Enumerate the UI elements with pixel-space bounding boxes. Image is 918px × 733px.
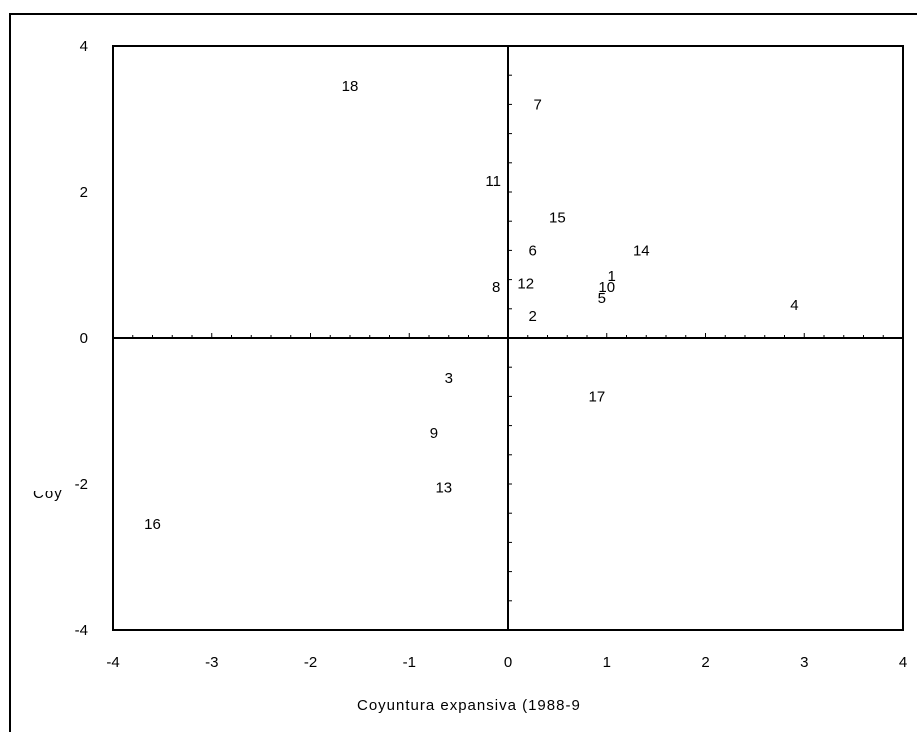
y-tick-labels: 4 2 0 -2 -4: [75, 38, 88, 639]
chart-frame: [9, 13, 917, 732]
point-label: 3: [445, 370, 453, 387]
point-label: 2: [529, 308, 537, 325]
point-label: 18: [342, 78, 359, 95]
point-label: 9: [430, 425, 438, 442]
y-tick-label: 2: [80, 184, 88, 201]
x-tick-label: -4: [106, 654, 119, 671]
y-tick-label: -2: [75, 476, 88, 493]
x-tick-label: -3: [205, 654, 218, 671]
x-tick-label: 4: [899, 654, 907, 671]
point-label: 8: [492, 279, 500, 296]
point-label: 4: [790, 297, 798, 314]
x-tick-label: 3: [800, 654, 808, 671]
point-label: 11: [485, 173, 501, 190]
x-tick-label: 1: [603, 654, 611, 671]
point-label: 10: [598, 279, 615, 296]
y-title-mask: [30, 481, 60, 491]
point-label: 17: [589, 388, 606, 405]
y-tick-label: 4: [80, 38, 88, 55]
x-tick-label: -1: [403, 654, 416, 671]
point-label: 14: [633, 242, 650, 259]
point-label: 1: [608, 268, 616, 285]
y-tick-label: -4: [75, 622, 88, 639]
point-label: 16: [144, 516, 161, 533]
x-tick-label: 0: [504, 654, 512, 671]
point-label: 5: [598, 290, 606, 307]
point-label: 13: [435, 480, 452, 497]
point-label: 12: [517, 275, 534, 292]
y-tick-label: 0: [80, 330, 88, 347]
x-axis-title: Coyuntura expansiva (1988-9: [357, 697, 581, 714]
point-label: 7: [533, 96, 541, 113]
point-label: 15: [549, 210, 566, 227]
x-tick-label: -2: [304, 654, 317, 671]
x-tick-labels: -4 -3 -2 -1 0 1 2 3 4: [106, 654, 907, 671]
x-tick-label: 2: [701, 654, 709, 671]
axes: [112, 45, 904, 631]
point-label: 6: [529, 242, 537, 259]
